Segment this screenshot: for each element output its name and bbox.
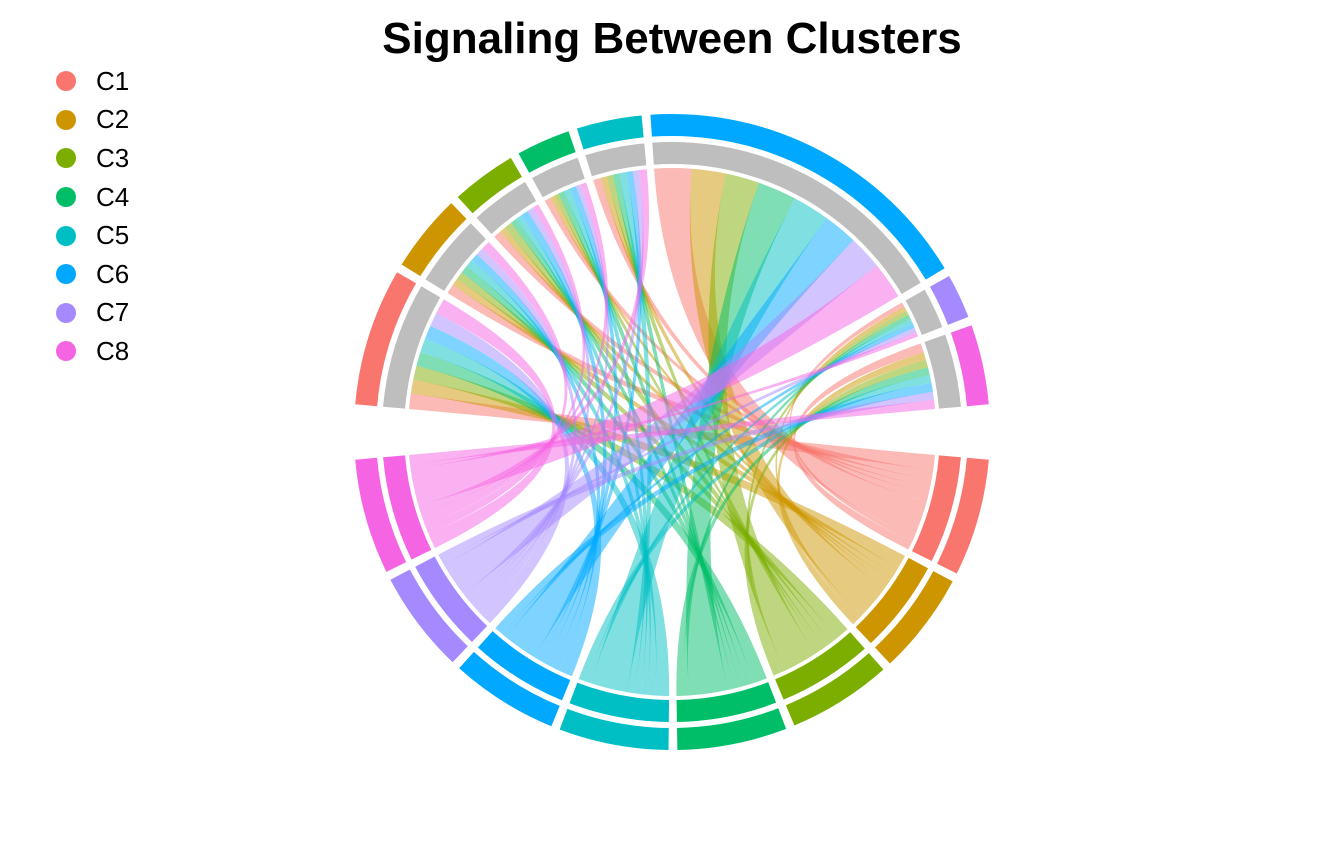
source-sector-inner-c2: [855, 557, 929, 644]
target-sector-outer-c1: [355, 272, 417, 407]
source-sector-outer-c6: [459, 651, 560, 727]
legend-item-c7: C7: [56, 294, 129, 333]
legend-label: C2: [96, 104, 130, 135]
chord-link-c3-to-c8: [744, 359, 928, 676]
legend-item-c6: C6: [56, 255, 129, 294]
source-sector-inner-c6: [477, 631, 571, 701]
source-sector-inner-c4: [676, 682, 777, 722]
legend-label: C4: [96, 181, 130, 212]
legend-label: C7: [96, 297, 130, 328]
legend-swatch: [56, 71, 76, 92]
legend-swatch: [56, 187, 76, 208]
legend-item-c1: C1: [56, 62, 129, 101]
chord-link-c7-to-c1: [430, 313, 570, 624]
target-sector-outer-c2: [401, 203, 467, 277]
legend-swatch: [56, 302, 76, 323]
source-sector-outer-c1: [937, 457, 989, 574]
source-sector-inner-c5: [569, 682, 670, 722]
source-sector-outer-c4: [677, 708, 787, 750]
legend-label: C1: [96, 65, 130, 96]
legend-swatch: [56, 109, 76, 130]
legend-swatch: [56, 148, 76, 169]
source-sector-inner-c7: [415, 556, 488, 642]
chord-links: [409, 168, 935, 696]
source-sector-outer-c8: [355, 457, 407, 572]
chord-link-c6-to-c1: [424, 325, 602, 677]
legend-label: C6: [96, 258, 130, 289]
chart-title: Signaling Between Clusters: [382, 14, 962, 63]
chord-link-c3-to-c6: [708, 173, 816, 671]
legend-label: C3: [96, 142, 130, 173]
chord-link-c8-to-c1: [428, 299, 556, 549]
legend-swatch: [56, 341, 76, 362]
target-sector-outer-c3: [457, 157, 522, 214]
chord-link-c2-to-c1: [410, 379, 906, 569]
chord-sectors: [355, 113, 989, 750]
legend-item-c8: C8: [56, 332, 129, 371]
legend-item-c4: C4: [56, 178, 129, 217]
legend-item-c2: C2: [56, 101, 129, 140]
target-sector-outer-c8: [950, 325, 989, 407]
target-sector-inner-c3: [476, 182, 537, 234]
legend-item-c5: C5: [56, 216, 129, 255]
target-sector-outer-c4: [518, 131, 576, 173]
source-sector-inner-c8: [383, 455, 432, 560]
target-sector-inner-c4: [532, 157, 585, 198]
source-sector-outer-c3: [785, 653, 884, 726]
legend-label: C8: [96, 335, 130, 366]
chord-link-c4-to-c7: [683, 314, 911, 696]
source-sector-outer-c5: [559, 708, 669, 750]
chord-link-c5-to-c6: [590, 198, 827, 693]
legend-label: C5: [96, 220, 130, 251]
target-sector-outer-c7: [929, 275, 969, 325]
source-sector-outer-c2: [874, 571, 953, 664]
chord-link-c1-to-c8: [793, 343, 924, 550]
target-sector-inner-c2: [425, 223, 486, 291]
chord-link-c4-to-c6: [686, 182, 795, 696]
target-sector-inner-c7: [905, 289, 943, 335]
source-sector-inner-c3: [775, 632, 865, 700]
target-sector-inner-c8: [924, 334, 961, 409]
target-sector-outer-c6: [650, 113, 945, 280]
target-sector-inner-c5: [585, 143, 647, 177]
chord-link-c8-to-c8: [409, 399, 935, 465]
target-sector-inner-c1: [383, 286, 441, 409]
chord-link-c1-to-c7: [789, 302, 915, 541]
source-sector-outer-c7: [390, 569, 468, 663]
legend-swatch: [56, 264, 76, 285]
source-sector-inner-c1: [912, 455, 961, 562]
target-sector-inner-c6: [652, 142, 921, 295]
legend-swatch: [56, 225, 76, 246]
legend: C1 C2 C3 C4 C5 C6 C7 C8: [56, 62, 129, 371]
legend-item-c3: C3: [56, 139, 129, 178]
target-sector-outer-c5: [576, 115, 644, 150]
